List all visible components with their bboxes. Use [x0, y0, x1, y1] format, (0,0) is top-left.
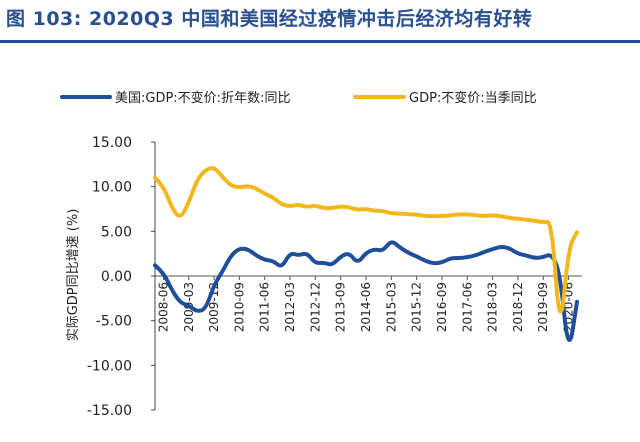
x-tick-label: 2012-03 — [283, 282, 297, 332]
y-tick-label: 10.00 — [92, 180, 132, 196]
legend-label-us: 美国:GDP:不变价:折年数:同比 — [115, 90, 290, 106]
y-tick-label: -10.00 — [87, 358, 132, 374]
x-tick-label: 2019-09 — [536, 282, 550, 332]
y-axis-label: 实际GDP同比增速 (%) — [66, 209, 81, 342]
x-tick-label: 2013-09 — [334, 282, 348, 332]
y-tick-label: -15.00 — [87, 403, 132, 419]
y-tick-label: 15.00 — [92, 135, 132, 151]
x-tick-label: 2008-06 — [156, 282, 170, 332]
figure-title: 图 103: 2020Q3 中国和美国经过疫情冲击后经济均有好转 — [6, 8, 533, 30]
x-tick-label: 2018-03 — [486, 282, 500, 332]
x-tick-label: 2010-09 — [232, 282, 246, 332]
legend-label-cn: GDP:不变价:当季同比 — [409, 90, 537, 106]
x-tick-label: 2015-12 — [410, 282, 424, 332]
x-tick-label: 2015-03 — [384, 282, 398, 332]
series-line-china-gdp — [153, 166, 579, 314]
y-tick-label: 0.00 — [101, 269, 132, 285]
x-tick-label: 2014-06 — [359, 282, 373, 332]
x-tick-label: 2018-12 — [511, 282, 525, 332]
y-tick-label: -5.00 — [96, 314, 132, 330]
series-line-us-gdp — [153, 240, 579, 342]
x-tick-label: 2016-09 — [435, 282, 449, 332]
y-tick-label: 5.00 — [101, 224, 132, 240]
x-tick-label: 2012-12 — [308, 282, 322, 332]
x-tick-label: 2011-06 — [258, 282, 272, 332]
x-tick-label: 2017-06 — [460, 282, 474, 332]
title-rule — [0, 40, 640, 43]
